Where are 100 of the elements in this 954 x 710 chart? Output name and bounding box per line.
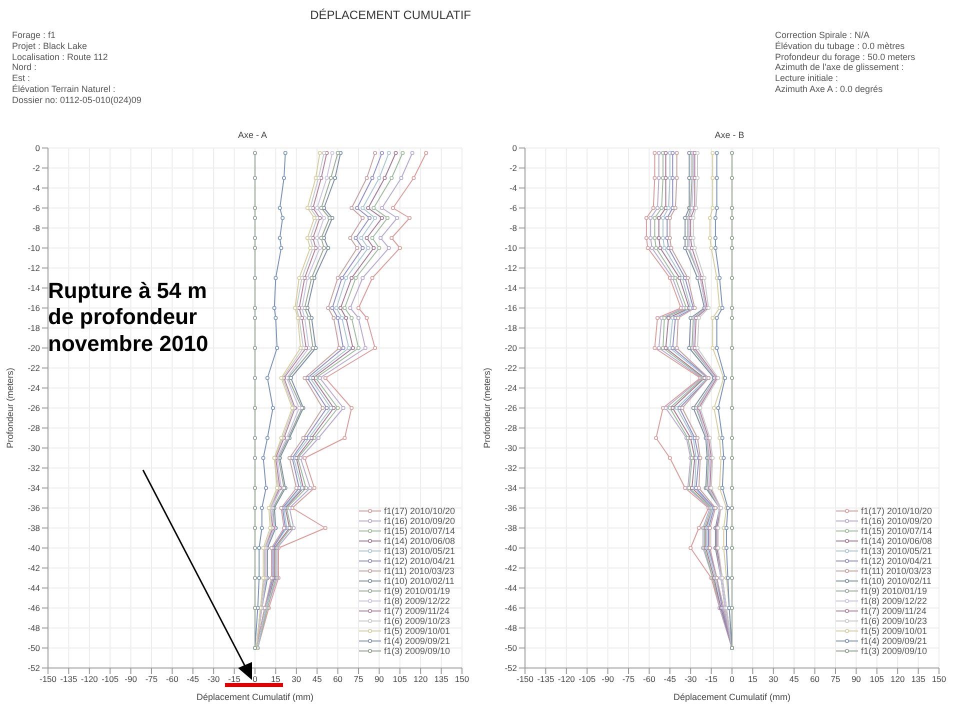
y-tick-label: -2 [509,163,518,174]
legend-label: f1(9) 2010/01/19 [860,586,927,596]
x-tick-label: -60 [166,674,179,684]
y-axis-title: Profondeur (meters) [482,368,492,448]
y-tick-label: -10 [28,243,40,254]
x-tick-label: 30 [292,674,302,684]
legend-label: f1(12) 2010/04/21 [860,556,932,566]
y-tick-label: -12 [28,263,40,274]
x-tick-label: 60 [810,674,820,684]
legend-label: f1(16) 2010/09/20 [860,516,932,526]
x-tick-label: -90 [602,674,614,684]
text: Correction Spirale : N/A Élévation du tubage : 0.0 mètres Profondeur du forage : 50.0 meters Azimuth de l'axe de glissement : Lecture initiale : Azimuth Axe A : 0.0 degrés [775,30,916,95]
y-tick-label: -52 [28,663,40,674]
x-tick-label: -105 [578,674,596,684]
y-tick-label: -48 [28,623,40,634]
x-tick-label: 150 [454,674,470,684]
x-tick-label: 15 [748,674,758,684]
x-tick-label: -105 [102,674,119,684]
y-tick-label: -34 [504,483,518,494]
y-tick-label: -6 [32,203,40,214]
x-tick-label: 0 [730,674,735,684]
legend-label: f1(6) 2009/10/23 [384,616,450,626]
y-tick-label: -6 [509,203,518,214]
x-tick-label: 75 [830,674,840,684]
chart-subtitle: Axe - B [714,130,746,140]
y-tick-label: -38 [504,523,518,534]
legend-label: f1(11) 2010/03/23 [860,566,932,576]
x-tick-label: -15 [228,674,241,684]
legend-label: f1(15) 2010/07/14 [860,526,932,536]
y-tick-label: -32 [504,463,518,474]
x-tick-label: -120 [558,674,576,684]
legend-label: f1(12) 2010/04/21 [384,556,455,566]
y-tick-label: -48 [504,623,518,634]
y-tick-label: -10 [504,243,518,254]
x-axis-title: Déplacement Cumulatif (mm) [196,692,314,702]
y-tick-label: -50 [504,643,518,654]
x-tick-label: 15 [270,674,281,684]
y-tick-label: -12 [504,263,518,274]
x-tick-label: -45 [664,674,676,684]
chart-title: DÉPLACEMENT CUMULATIF [309,8,471,22]
x-tick-label: -120 [80,674,98,684]
y-tick-label: -44 [504,583,518,594]
chart-subtitle: Axe - A [236,130,268,140]
y-tick-label: -42 [28,563,40,574]
x-tick-label: 135 [911,674,926,684]
x-tick-label: -75 [622,674,635,684]
legend-label: f1(4) 2009/09/21 [860,636,927,646]
legend-label: f1(8) 2009/12/22 [384,596,450,606]
y-tick-label: -40 [28,543,40,554]
y-tick-label: -14 [504,283,518,294]
y-tick-label: -24 [28,383,40,394]
x-tick-label: 150 [932,674,946,684]
y-tick-label: -18 [504,323,518,334]
legend-label: f1(8) 2009/12/22 [860,596,927,606]
legend-label: f1(10) 2010/02/11 [384,576,454,586]
x-tick-label: -150 [39,674,57,684]
x-tick-label: 135 [434,674,449,684]
legend-label: f1(3) 2009/09/10 [860,646,927,656]
x-tick-label: 45 [789,674,800,684]
legend-label: f1(16) 2010/09/20 [384,516,455,526]
y-tick-label: -50 [28,643,40,654]
legend-label: f1(14) 2010/06/08 [860,536,932,546]
y-tick-label: -30 [504,443,518,454]
x-tick-label: 90 [374,674,384,684]
y-tick-label: -2 [32,163,40,174]
x-tick-label: -30 [207,674,220,684]
legend-label: f1(17) 2010/10/20 [860,506,932,516]
legend-label: f1(14) 2010/06/08 [384,536,455,546]
x-tick-label: -30 [684,674,698,684]
legend-label: f1(17) 2010/10/20 [384,506,455,516]
x-tick-label: -90 [124,674,138,684]
legend-label: f1(5) 2009/10/01 [384,626,450,636]
x-tick-label: 105 [392,674,408,684]
x-tick-label: -60 [643,674,656,684]
legend-label: f1(4) 2009/09/21 [384,636,450,646]
y-tick-label: -4 [509,183,518,194]
text: Forage : f1 Projet : Black Lake Localisation : Route 112 Nord : Est : Élévation Terrain Naturel : Dossier no: 0112-05-010(024)09 [12,30,142,106]
y-tick-label: -16 [504,303,518,314]
y-tick-label: -20 [28,343,40,354]
y-tick-label: -42 [504,563,518,574]
y-tick-label: 0 [512,143,518,154]
y-tick-label: -16 [28,303,40,314]
x-tick-label: -135 [537,674,554,684]
x-tick-label: 105 [870,674,884,684]
x-tick-label: -150 [516,674,534,684]
y-tick-label: 0 [35,143,40,154]
y-tick-label: -24 [504,383,518,394]
legend-label: f1(6) 2009/10/23 [860,616,927,626]
y-tick-label: -46 [504,603,518,614]
y-tick-label: -28 [28,423,40,434]
y-tick-label: -22 [28,363,40,374]
legend-label: f1(9) 2010/01/19 [384,586,450,596]
x-tick-label: -75 [145,674,158,684]
y-tick-label: -8 [32,223,40,234]
x-tick-label: 120 [890,674,905,684]
x-tick-label: 0 [252,674,258,684]
legend-label: f1(5) 2009/10/01 [860,626,927,636]
y-tick-label: -30 [28,443,40,454]
y-tick-label: -8 [509,223,518,234]
y-tick-label: -20 [504,343,518,354]
